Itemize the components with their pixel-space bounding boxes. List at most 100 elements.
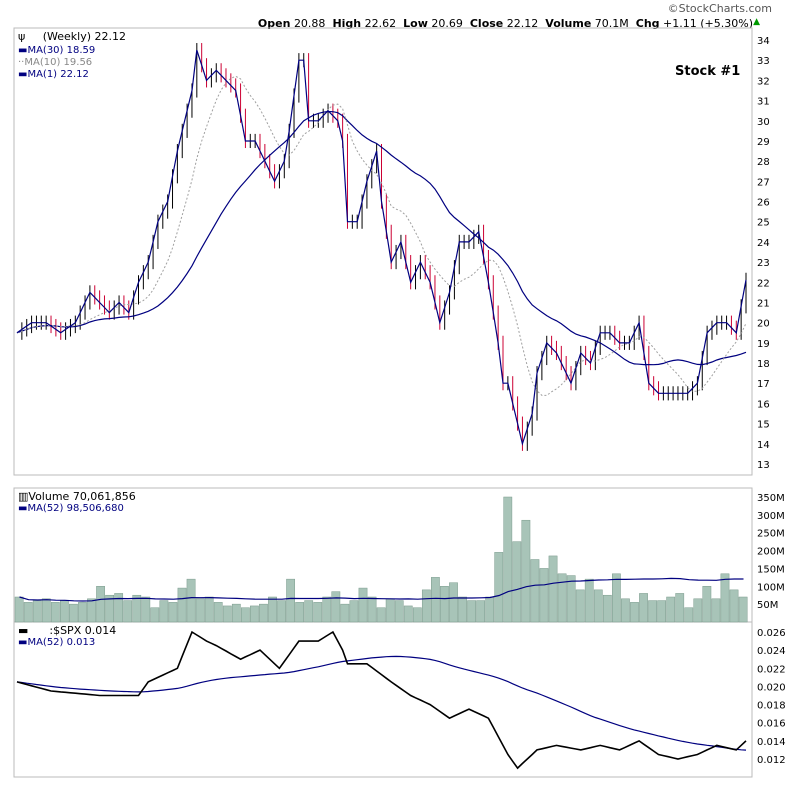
open-label: Open [257,17,291,30]
volume-bar [177,587,187,623]
volume-bar [521,519,531,623]
volume-bar [602,594,612,623]
price-tick-label: 25 [757,218,770,229]
volume-bar [385,598,395,623]
volume-bar [693,598,703,623]
volume-bar [23,602,33,623]
volume-tick-label: 250M [757,529,785,540]
quote-summary: Open 20.88 High 22.62 Low 20.69 Close 22… [258,17,753,30]
volume-bar [503,496,513,623]
ratio-ma-line [16,655,747,751]
volume-bar [41,598,51,623]
volume-bar [340,603,350,623]
volume-bar [657,600,667,623]
price-tick-label: 20 [757,319,770,330]
legend-ma30: ▬MA(30) 18.59 [18,45,96,56]
price-tick-label: 28 [757,157,770,168]
ratio-tick-label: 0.018 [757,701,786,712]
price-tick-label: 17 [757,379,770,390]
volume-bar [666,596,676,623]
ratio-ma-label: MA(52) 0.013 [27,637,96,648]
volume-bar [575,589,585,623]
chg-value: +1.11 (+5.30%) [663,17,753,30]
ratio-line [16,630,747,770]
volume-value: 70.1M [594,17,629,30]
ma30-line [16,110,747,366]
price-tick-label: 14 [757,440,770,451]
volume-bar [250,605,259,623]
volume-bar [512,541,522,623]
volume-bar [630,602,639,623]
price-tick-label: 27 [757,177,770,188]
volume-bar [530,559,540,623]
volume-bar [105,594,114,623]
low-label: Low [403,17,428,30]
ratio-tick-label: 0.016 [757,719,786,730]
price-title: (Weekly) 22.12 [42,30,127,43]
brand-logo: ©StockCharts.com [667,2,772,15]
price-legend-title: ψ (Weekly) 22.12 [18,30,126,43]
volume-bar [123,600,133,623]
volume-bar [367,596,377,623]
volume-bar [150,607,160,623]
volume-bar [286,578,295,623]
volume-bar [313,602,323,623]
volume-bar [168,602,178,623]
volume-bar [476,600,486,623]
price-tick-label: 29 [757,137,770,148]
price-tick-label: 19 [757,339,770,350]
volume-bar [593,589,603,623]
volume-bar [720,573,730,623]
volume-bar [159,600,169,623]
price-tick-label: 34 [757,36,770,47]
volume-bar [14,596,24,623]
volume-bar [639,593,648,623]
volume-bar [485,596,495,623]
volume-bar [403,605,413,623]
volume-bar [277,600,286,623]
volume-tick-label: 350M [757,493,785,504]
ma30-label: MA(30) 18.59 [27,45,96,56]
volume-bar [431,577,440,623]
close-value: 22.12 [506,17,539,30]
legend-volume-ma: ▬MA(52) 98,506,680 [18,503,124,514]
ratio-tick-label: 0.014 [757,737,786,748]
volume-bar [621,598,630,623]
volume-tick-label: 300M [757,511,785,522]
ratio-tick-label: 0.012 [757,755,786,766]
ratio-title: :$SPX 0.014 [49,624,117,637]
ratio-tick-label: 0.022 [757,664,786,675]
volume-bar [648,600,657,623]
legend-ratio-ma: ▬MA(52) 0.013 [18,637,96,648]
volume-bar [358,587,368,623]
volume-bar [231,603,241,623]
high-value: 22.62 [364,17,397,30]
stock-annotation: Stock #1 [675,64,741,79]
panel-frame-0 [13,27,753,476]
volume-label: Volume [545,17,592,30]
ratio-tick-label: 0.020 [757,682,786,693]
ma10-label: MA(10) 19.56 [24,57,93,68]
volume-bar [195,598,205,623]
price-tick-label: 30 [757,117,770,128]
price-line [16,49,747,447]
volume-bar [304,600,314,623]
volume-bar [222,605,232,623]
volume-bar [421,589,431,623]
price-tick-label: 15 [757,420,770,431]
ma10-line [16,75,747,396]
volume-bar [612,573,621,623]
volume-bar [412,607,422,623]
volume-bar [78,602,87,623]
volume-bar [141,596,151,623]
ma1-label: MA(1) 22.12 [27,69,89,80]
price-tick-label: 13 [757,460,770,471]
price-tick-label: 21 [757,298,770,309]
chg-label: Chg [635,17,660,30]
volume-bar [349,600,359,623]
volume-tick-label: 200M [757,547,785,558]
volume-bar [539,568,549,623]
legend-ma1: ▬MA(1) 22.12 [18,69,89,80]
volume-bar [331,591,341,623]
